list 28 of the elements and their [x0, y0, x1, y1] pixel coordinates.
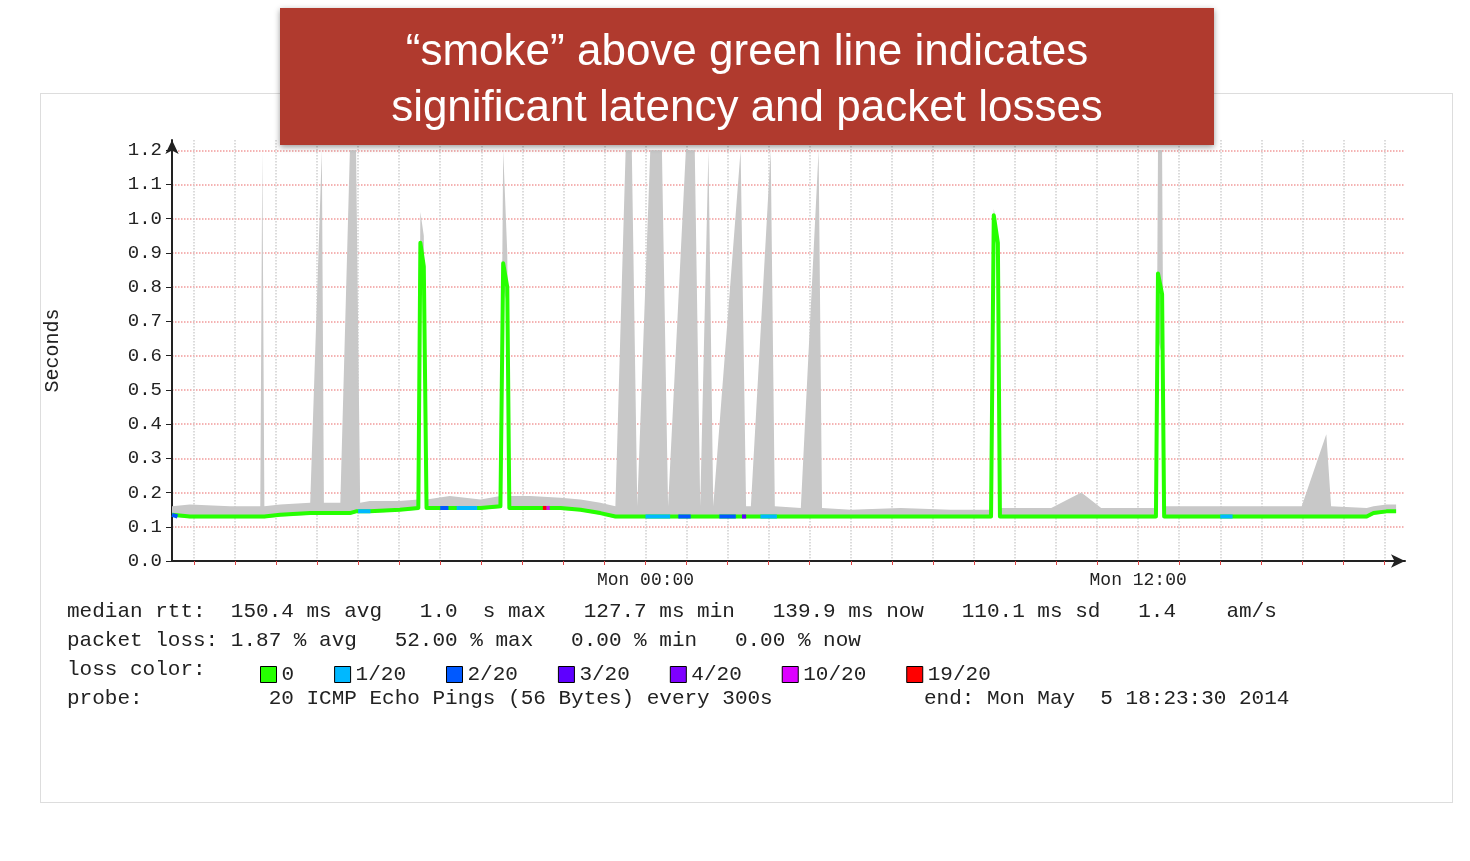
text: median rtt: 150.4 ms avg 1.0 s max 127.7 ms min 139.9 ms now 110.1 ms sd 1.4 am/s — [67, 600, 1277, 623]
y-tick-label: 0.5 — [127, 378, 162, 401]
y-tick-label: 0.0 — [127, 550, 162, 572]
legend-label: 2/20 — [467, 663, 518, 686]
x-tick-label: Mon 00:00 — [596, 570, 695, 590]
y-tick-label: 0.2 — [127, 481, 162, 504]
callout-box: “smoke” above green line indicates significant latency and packet losses — [280, 8, 1214, 145]
x-tick-label: Mon 12:00 — [1089, 570, 1187, 590]
y-tick-label: 0.3 — [127, 447, 162, 470]
y-tick-label: 0.1 — [127, 515, 162, 538]
legend-label: 0 — [281, 663, 295, 686]
legend-title: loss color: — [67, 658, 206, 681]
legend-label: 19/20 — [927, 663, 991, 686]
y-axis-title: Seconds — [40, 308, 64, 393]
y-tick-label: 0.9 — [127, 241, 162, 264]
text: probe: 20 ICMP Echo Pings (56 Bytes) every 300s end: Mon May 5 18:23:30 2014 — [67, 687, 1290, 710]
legend-label: 1/20 — [355, 663, 407, 686]
legend-label: 10/20 — [803, 663, 867, 686]
y-tick-label: 1.2 — [127, 139, 162, 162]
y-tick-label: 1.0 — [127, 207, 162, 230]
y-tick-label: 0.6 — [127, 344, 162, 367]
y-tick-label: 1.1 — [127, 173, 162, 196]
legend-label: 4/20 — [691, 663, 742, 686]
text: packet loss: 1.87 % avg 52.00 % max 0.00 % min 0.00 % now — [67, 629, 861, 652]
y-tick-label: 0.7 — [127, 310, 162, 333]
legend-label: 3/20 — [579, 663, 630, 686]
y-tick-label: 0.8 — [127, 276, 162, 299]
y-tick-label: 0.4 — [127, 413, 162, 436]
